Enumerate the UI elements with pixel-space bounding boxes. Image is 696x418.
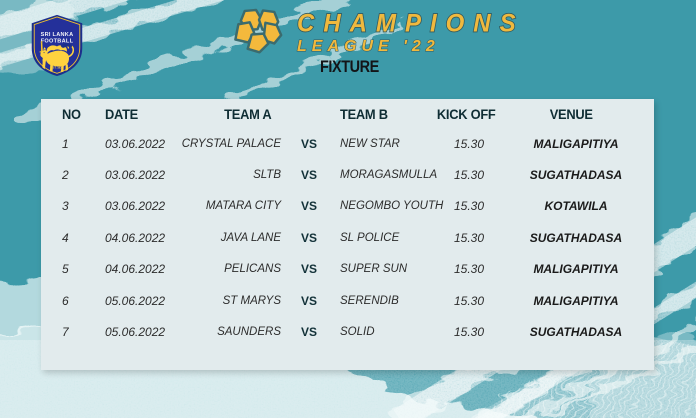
svg-text:SRI LANKA: SRI LANKA xyxy=(41,32,74,38)
svg-text:EST. 1939: EST. 1939 xyxy=(51,65,64,69)
svg-text:CHAMPIONS: CHAMPIONS xyxy=(297,10,525,38)
svg-text:LEAGUE '22: LEAGUE '22 xyxy=(297,38,440,55)
svg-text:FOOTBALL: FOOTBALL xyxy=(41,38,74,44)
